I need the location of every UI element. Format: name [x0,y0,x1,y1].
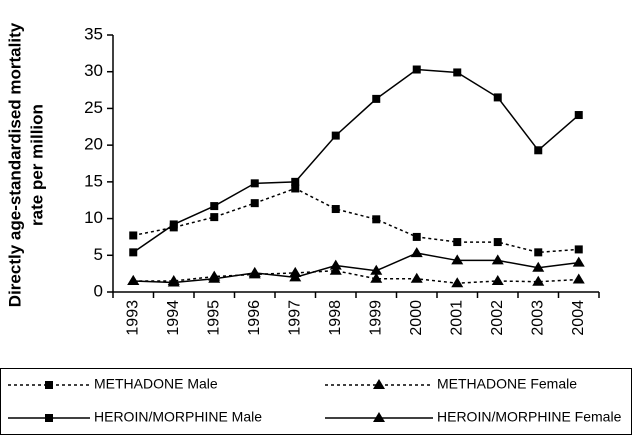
x-tick-label: 1996 [246,300,263,336]
legend-label: METHADONE Female [437,376,577,392]
marker [574,245,583,254]
marker [331,131,340,140]
y-tick-label: 25 [84,98,103,117]
series-line [133,252,579,284]
marker [410,272,423,283]
marker [370,272,383,283]
y-tick-label: 0 [94,281,103,300]
x-tick-label: 1999 [367,300,384,336]
legend-marker [373,379,385,389]
x-tick-label: 1993 [124,300,141,336]
marker [129,248,138,257]
marker [289,271,302,282]
marker [451,277,464,288]
x-tick-label: 2003 [529,300,546,336]
y-axis-label: rate per million [27,104,46,226]
marker [412,65,421,74]
x-tick-label: 1995 [205,300,222,336]
legend-label: HEROIN/MORPHINE Female [437,409,622,425]
marker [169,220,178,229]
marker [532,275,545,286]
legend-label: METHADONE Male [94,376,218,392]
marker [534,248,543,257]
marker [248,266,261,277]
x-tick-label: 1994 [165,300,182,336]
marker [410,247,423,258]
y-tick-label: 10 [84,208,103,227]
series-line [133,269,579,284]
series-line [133,187,579,254]
marker [208,272,221,283]
marker [210,202,219,211]
legend-label: HEROIN/MORPHINE Male [94,409,262,425]
x-tick-label: 2001 [448,300,465,336]
marker [491,254,504,265]
marker [453,238,462,247]
marker [370,264,383,275]
marker [574,111,583,120]
legend-marker [45,414,53,422]
marker [210,213,219,222]
marker [534,146,543,155]
y-tick-label: 20 [84,135,103,154]
marker [329,264,342,275]
marker [572,256,585,267]
series-line [132,68,580,253]
y-axis-label: Directly age-standardised mortality [5,22,24,307]
marker [372,215,381,224]
y-tick-label: 5 [94,245,103,264]
marker [412,232,421,241]
marker [532,261,545,272]
x-tick-label: 2000 [408,300,425,336]
y-tick-label: 30 [84,61,103,80]
marker [493,238,502,247]
marker [372,94,381,103]
marker [491,274,504,285]
marker [291,177,300,186]
legend-marker [373,412,385,422]
marker [250,199,259,208]
marker [331,205,340,214]
x-tick-label: 2002 [489,300,506,336]
y-tick-label: 35 [84,24,103,43]
marker [453,68,462,77]
marker [493,93,502,102]
x-tick-label: 1997 [286,300,303,336]
marker [250,179,259,188]
marker [451,254,464,265]
marker [129,231,138,240]
x-tick-label: 1998 [327,300,344,336]
marker [291,184,300,193]
x-tick-label: 2004 [570,300,587,336]
marker [127,274,140,285]
marker [572,273,585,284]
legend-marker [45,381,53,389]
y-tick-label: 15 [84,171,103,190]
marker [167,276,180,287]
marker [329,259,342,270]
